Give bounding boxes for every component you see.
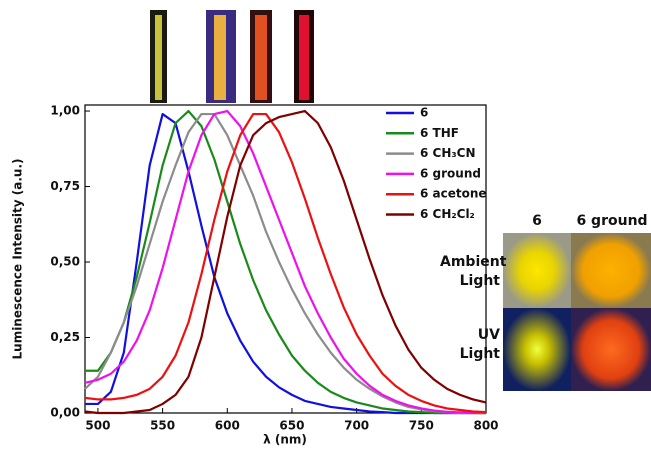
sample-photo <box>571 233 651 308</box>
photo-label: 6 ground <box>571 212 651 231</box>
sample-photo <box>503 308 571 391</box>
y-tick-label: 0,50 <box>50 255 80 269</box>
y-tick-label: 0,00 <box>50 406 80 420</box>
tube-glow <box>155 15 162 100</box>
legend-label: 6 ground <box>420 166 481 180</box>
legend-label: 6 acetone <box>420 187 487 201</box>
y-tick-label: 1,00 <box>50 104 80 118</box>
legend-label: 6 CH₂Cl₂ <box>420 207 475 221</box>
photo-label: 6 <box>513 212 561 231</box>
legend-label: 6 THF <box>420 126 459 140</box>
x-tick-label: 800 <box>473 419 498 433</box>
x-tick-label: 600 <box>215 419 240 433</box>
y-tick-label: 0,75 <box>50 179 80 193</box>
sample-photo <box>571 308 651 391</box>
y-tick-label: 0,25 <box>50 330 80 344</box>
x-tick-label: 550 <box>150 419 175 433</box>
sample-photo <box>503 233 571 308</box>
x-tick-label: 500 <box>85 419 110 433</box>
page: {"chart_data": {"type": "line", "x_label… <box>0 0 651 453</box>
y-axis-label: Luminescence Intensity (a.u.) <box>11 159 25 360</box>
photo-label: UV Light <box>440 326 500 364</box>
tube-glow <box>255 15 267 100</box>
legend-label: 6 CH₃CN <box>420 146 475 160</box>
x-axis-label: λ (nm) <box>263 433 307 447</box>
tube-glow <box>214 15 226 100</box>
tube-glow <box>299 15 309 100</box>
legend-label: 6 <box>420 106 428 120</box>
x-tick-label: 750 <box>409 419 434 433</box>
photo-label: Ambient Light <box>440 253 500 291</box>
x-tick-label: 650 <box>279 419 304 433</box>
x-tick-label: 700 <box>344 419 369 433</box>
